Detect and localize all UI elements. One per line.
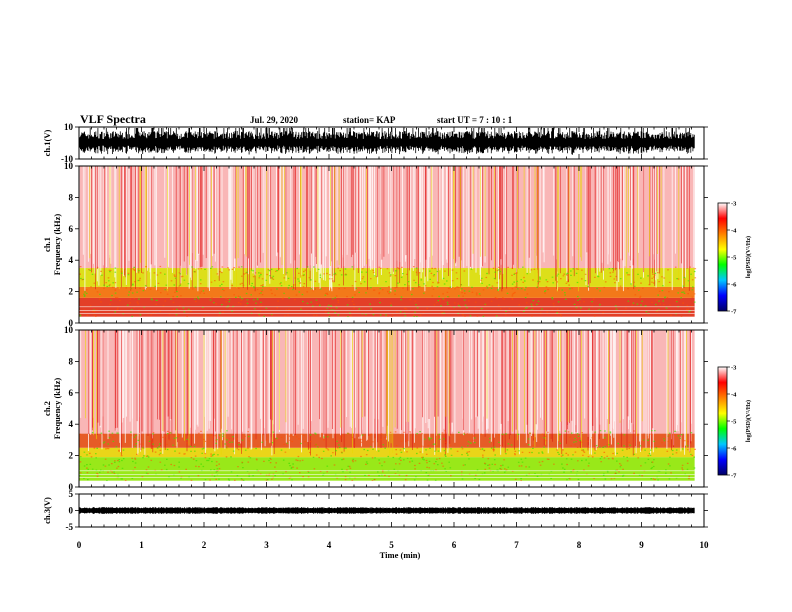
y-tick-label: 0 [69,506,74,516]
ch1-colorbar: -3 -4 -5 -6 -7 log(PSD)(V²/Hz) [717,201,752,316]
figure-title: VLF Spectra [80,112,146,126]
y-tick-label: 10 [64,161,74,171]
ch3-waveform-ylabel: ch.3(V) [42,497,52,524]
ch2-spectrogram-ylabel: ch.2 [42,401,52,416]
ch1-spectrogram-panel: 10 8 6 4 2 0 ch.1 Frequency (kHz) [42,161,708,328]
header-station: station= KAP [343,115,396,125]
ch1-spectrogram-band [79,297,695,317]
ch1-spectrogram-band [79,286,695,298]
colorbar-tick-label: -5 [731,419,737,426]
ch2-spectrogram-colorbar-label: log(PSD)(V²/Hz) [745,400,752,442]
x-tick-label: 4 [327,540,332,550]
ch1-spectrogram-colorbar-bar [717,202,728,312]
ch3-waveform-trace [78,507,695,514]
colorbar-tick-label: -4 [731,228,737,235]
ch2-spectrogram-panel: 10 8 6 4 2 0 ch.2 Frequency (kHz) [42,325,708,492]
ch1-spectrogram-streaks-yellow [89,166,680,292]
ch1-spectrogram-colorbar-label: log(PSD)(V²/Hz) [745,236,752,278]
y-tick-label: 6 [69,224,74,234]
ch1-waveform-ylabel: ch.1(V) [42,129,52,156]
colorbar-tick-label: -5 [731,255,737,262]
colorbar-tick-label: -3 [731,365,737,372]
time-axis: 0 1 2 3 4 5 6 7 8 9 10 [77,540,709,550]
header-start-time: start UT = 7 : 10 : 1 [437,115,513,125]
y-tick-label: 0 [69,318,74,328]
x-tick-label: 7 [514,540,519,550]
y-tick-label: 4 [69,419,74,429]
y-tick-label: 8 [69,356,74,366]
x-tick-label: 9 [639,540,644,550]
x-axis-label: Time (min) [380,550,421,560]
x-tick-label: 5 [389,540,394,550]
ch1-waveform-panel: 10 -10 ch.1(V) [42,122,708,164]
colorbar-tick-label: -6 [731,446,737,453]
ch1-spectrogram-ylabel: ch.1 [42,237,52,252]
ch2-spectrogram-ylabel: Frequency (kHz) [52,378,62,440]
y-tick-label: 10 [64,325,74,335]
y-tick-label: -5 [66,522,74,532]
ch3-waveform-panel: 5 0 -5 ch.3(V) [42,489,708,532]
colorbar-tick-label: -7 [731,473,737,480]
y-tick-label: 2 [69,287,74,297]
ch1-spectrogram-ylabel: Frequency (kHz) [52,214,62,276]
colorbar-tick-label: -6 [731,282,737,289]
y-tick-label: 4 [69,255,74,265]
y-tick-label: 5 [69,489,74,499]
x-tick-label: 10 [700,540,710,550]
ch1-spectrogram-streaks-red [91,166,690,292]
colorbar-tick-label: -4 [731,392,737,399]
x-tick-label: 2 [202,540,207,550]
colorbar-tick-label: -3 [731,201,737,208]
ch2-spectrogram-streaks-red [88,330,691,456]
ch1-spectrogram-band [79,268,695,287]
x-tick-label: 0 [77,540,82,550]
x-tick-label: 6 [452,540,457,550]
y-tick-label: 0 [69,482,74,492]
colorbar-tick-label: -7 [731,309,737,316]
y-tick-label: 2 [69,451,74,461]
ch2-spectrogram-colorbar-bar [717,366,728,476]
x-tick-label: 3 [264,540,269,550]
ch2-spectrogram-band [79,447,695,458]
y-tick-label: 10 [64,122,74,132]
ch2-spectrogram-band [79,457,695,481]
y-tick-label: 6 [69,388,74,398]
x-tick-label: 1 [139,540,144,550]
y-tick-label: -10 [61,154,73,164]
x-tick-label: 8 [577,540,582,550]
y-tick-label: 8 [69,192,74,202]
ch2-spectrogram-streaks-white [78,330,692,456]
ch1-spectrogram-speckle-orange [79,265,697,318]
ch2-spectrogram-streaks-yellow [85,330,687,456]
ch1-waveform-trace [78,128,695,155]
ch2-colorbar: -3 -4 -5 -6 -7 log(PSD)(V²/Hz) [717,365,752,480]
header-date: Jul. 29, 2020 [250,115,299,125]
ch1-spectrogram-band [79,166,695,269]
